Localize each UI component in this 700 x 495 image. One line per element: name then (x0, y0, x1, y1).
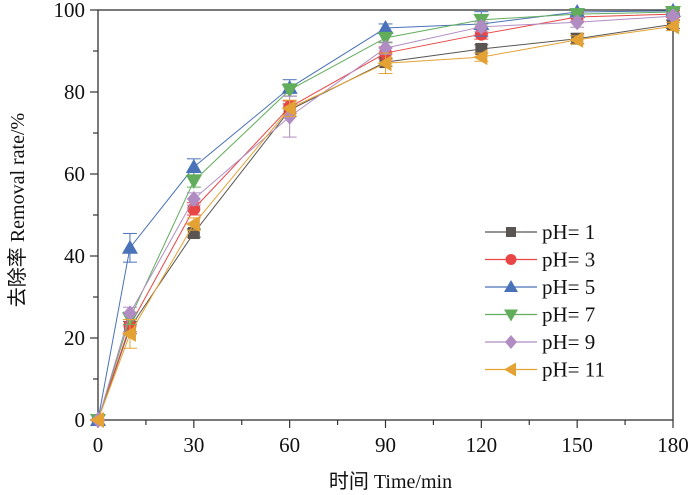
data-point (473, 49, 488, 66)
data-point (185, 159, 202, 174)
legend-marker (505, 254, 517, 265)
legend-marker (505, 335, 517, 349)
y-tick-label: 100 (54, 0, 86, 22)
series-layer (90, 2, 681, 428)
data-point (90, 412, 104, 428)
legend-marker (506, 227, 516, 237)
x-tick-label: 90 (375, 433, 396, 457)
x-tick-label: 150 (561, 433, 593, 457)
legend-label: pH= 9 (542, 330, 595, 354)
series-ph11 (90, 18, 680, 428)
legend-marker (504, 280, 518, 292)
legend-item: pH= 7 (485, 303, 595, 327)
data-point (377, 20, 394, 35)
data-point (281, 83, 298, 98)
data-point (474, 18, 489, 35)
data-point (186, 191, 201, 208)
data-point (281, 100, 296, 117)
legend-item: pH= 9 (485, 330, 595, 354)
legend-label: pH= 1 (542, 220, 595, 244)
x-axis-title: 时间 Time/min (329, 470, 452, 493)
data-point (377, 31, 394, 46)
y-axis-title: 去除率 Removal rate/% (6, 113, 29, 307)
data-point (185, 174, 202, 189)
x-tick-label: 30 (183, 433, 204, 457)
data-point (185, 216, 200, 233)
y-tick-label: 80 (64, 80, 85, 104)
legend-item: pH= 5 (485, 275, 595, 299)
data-point (121, 239, 138, 254)
data-point (665, 18, 679, 35)
legend-item: pH= 1 (485, 220, 595, 244)
legend-label: pH= 5 (542, 275, 595, 299)
series-line (97, 10, 674, 421)
legend-marker (504, 309, 518, 322)
legend-label: pH= 11 (542, 358, 605, 382)
x-tick-label: 60 (279, 433, 300, 457)
x-tick-label: 120 (466, 433, 498, 457)
data-point (570, 14, 585, 31)
y-tick-label: 0 (75, 408, 86, 432)
data-point (569, 31, 584, 48)
series-line (97, 15, 674, 421)
legend-marker (504, 362, 516, 377)
series-line (97, 13, 674, 421)
series-line (97, 11, 674, 421)
data-point (122, 305, 137, 322)
x-tick-label: 0 (93, 433, 104, 457)
x-tick-label: 180 (657, 433, 689, 457)
data-point (377, 55, 392, 72)
legend: pH= 1 pH= 3 pH= 5 pH= 7 pH= 9 pH= 11 (485, 220, 605, 382)
axes: 0 30 60 90 120 150 180 0 20 40 60 80 100 (54, 0, 689, 457)
data-point (121, 325, 136, 342)
data-point (378, 40, 393, 57)
legend-item: pH= 11 (485, 358, 605, 382)
series-line (97, 25, 674, 421)
y-tick-label: 60 (64, 162, 85, 186)
y-tick-label: 40 (64, 244, 85, 268)
legend-item: pH= 3 (485, 248, 595, 272)
legend-label: pH= 7 (542, 303, 595, 327)
y-tick-label: 20 (64, 326, 85, 350)
legend-label: pH= 3 (542, 248, 595, 272)
